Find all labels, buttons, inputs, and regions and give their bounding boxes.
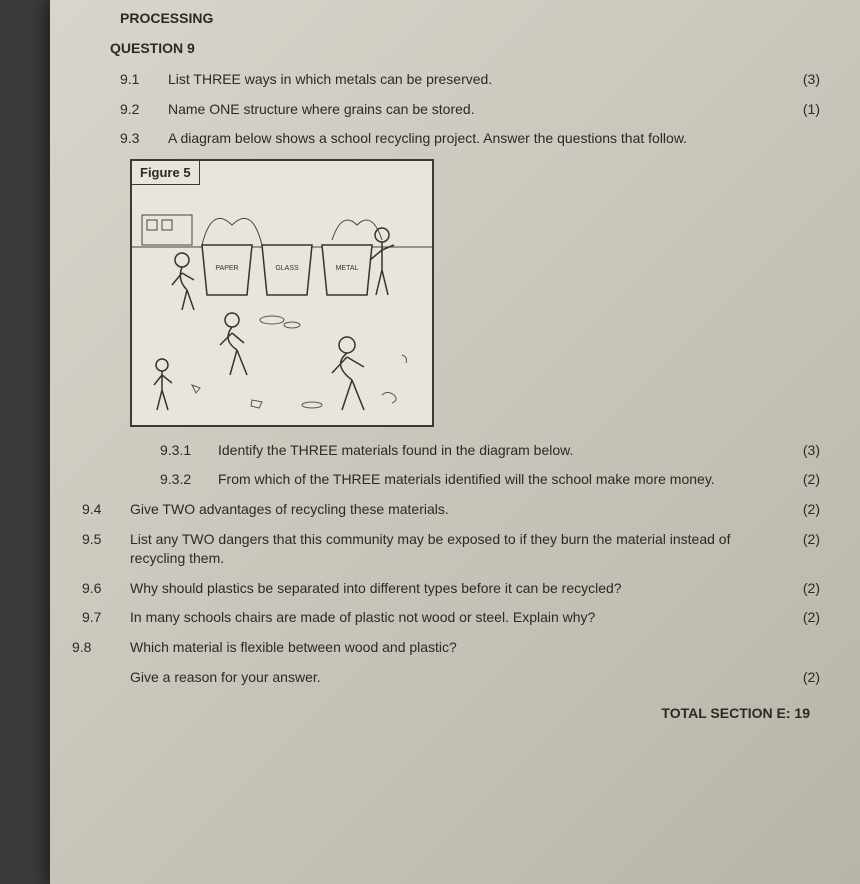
exam-page: PROCESSING QUESTION 9 9.1 List THREE way… bbox=[50, 0, 860, 884]
question-row: 9.3 A diagram below shows a school recyc… bbox=[120, 129, 820, 149]
question-number: 9.4 bbox=[82, 500, 130, 520]
question-number: 9.7 bbox=[82, 608, 130, 628]
question-number: 9.5 bbox=[82, 530, 130, 550]
question-number: 9.1 bbox=[120, 70, 168, 90]
question-mark: (2) bbox=[780, 530, 820, 550]
question-mark: (2) bbox=[780, 500, 820, 520]
question-text: List THREE ways in which metals can be p… bbox=[168, 70, 780, 90]
question-row: 9.7 In many schools chairs are made of p… bbox=[120, 608, 820, 628]
question-row: 9.6 Why should plastics be separated int… bbox=[120, 579, 820, 599]
subquestion-row: 9.3.1 Identify the THREE materials found… bbox=[160, 441, 820, 461]
question-text: Give TWO advantages of recycling these m… bbox=[130, 500, 780, 520]
question-row: 9.2 Name ONE structure where grains can … bbox=[120, 100, 820, 120]
figure-label: Figure 5 bbox=[132, 161, 200, 185]
question-row: 9.4 Give TWO advantages of recycling the… bbox=[120, 500, 820, 520]
question-row: 9.5 List any TWO dangers that this commu… bbox=[120, 530, 820, 569]
section-total: TOTAL SECTION E: 19 bbox=[120, 705, 820, 721]
question-number: 9.3 bbox=[120, 129, 168, 149]
question-number: 9.8 bbox=[72, 638, 130, 658]
recycling-svg: PAPER GLASS METAL bbox=[132, 185, 432, 425]
question-mark: (2) bbox=[780, 668, 820, 688]
question-text: Identify the THREE materials found in th… bbox=[218, 441, 780, 461]
question-text: Name ONE structure where grains can be s… bbox=[168, 100, 780, 120]
recycling-diagram: PAPER GLASS METAL bbox=[132, 185, 432, 425]
question-text: From which of the THREE materials identi… bbox=[218, 470, 780, 490]
question-number: 9.3.1 bbox=[160, 441, 218, 461]
question-text: List any TWO dangers that this community… bbox=[130, 530, 780, 569]
question-number: 9.6 bbox=[82, 579, 130, 599]
question-mark: (2) bbox=[780, 608, 820, 628]
question-mark: (1) bbox=[780, 100, 820, 120]
question-row: 9.1 List THREE ways in which metals can … bbox=[120, 70, 820, 90]
question-mark: (2) bbox=[780, 579, 820, 599]
question-number: 9.3.2 bbox=[160, 470, 218, 490]
question-text: A diagram below shows a school recycling… bbox=[168, 129, 780, 149]
question-mark: (2) bbox=[780, 470, 820, 490]
question-number: 9.2 bbox=[120, 100, 168, 120]
bin-label-paper: PAPER bbox=[215, 265, 238, 272]
subquestion-row: 9.3.2 From which of the THREE materials … bbox=[160, 470, 820, 490]
bin-label-metal: METAL bbox=[336, 265, 359, 272]
question-row: 9.8 Which material is flexible between w… bbox=[72, 638, 820, 658]
question-text: In many schools chairs are made of plast… bbox=[130, 608, 780, 628]
figure-box: Figure 5 PAPER GLASS METAL bbox=[130, 159, 434, 427]
question-text: Why should plastics be separated into di… bbox=[130, 579, 780, 599]
question-row: Give a reason for your answer. (2) bbox=[72, 668, 820, 688]
question-text: Which material is flexible between wood … bbox=[130, 638, 780, 658]
section-title: PROCESSING bbox=[120, 10, 820, 26]
question-text: Give a reason for your answer. bbox=[130, 668, 780, 688]
question-title: QUESTION 9 bbox=[110, 40, 820, 56]
question-mark: (3) bbox=[780, 70, 820, 90]
question-mark: (3) bbox=[780, 441, 820, 461]
bin-label-glass: GLASS bbox=[275, 265, 299, 272]
